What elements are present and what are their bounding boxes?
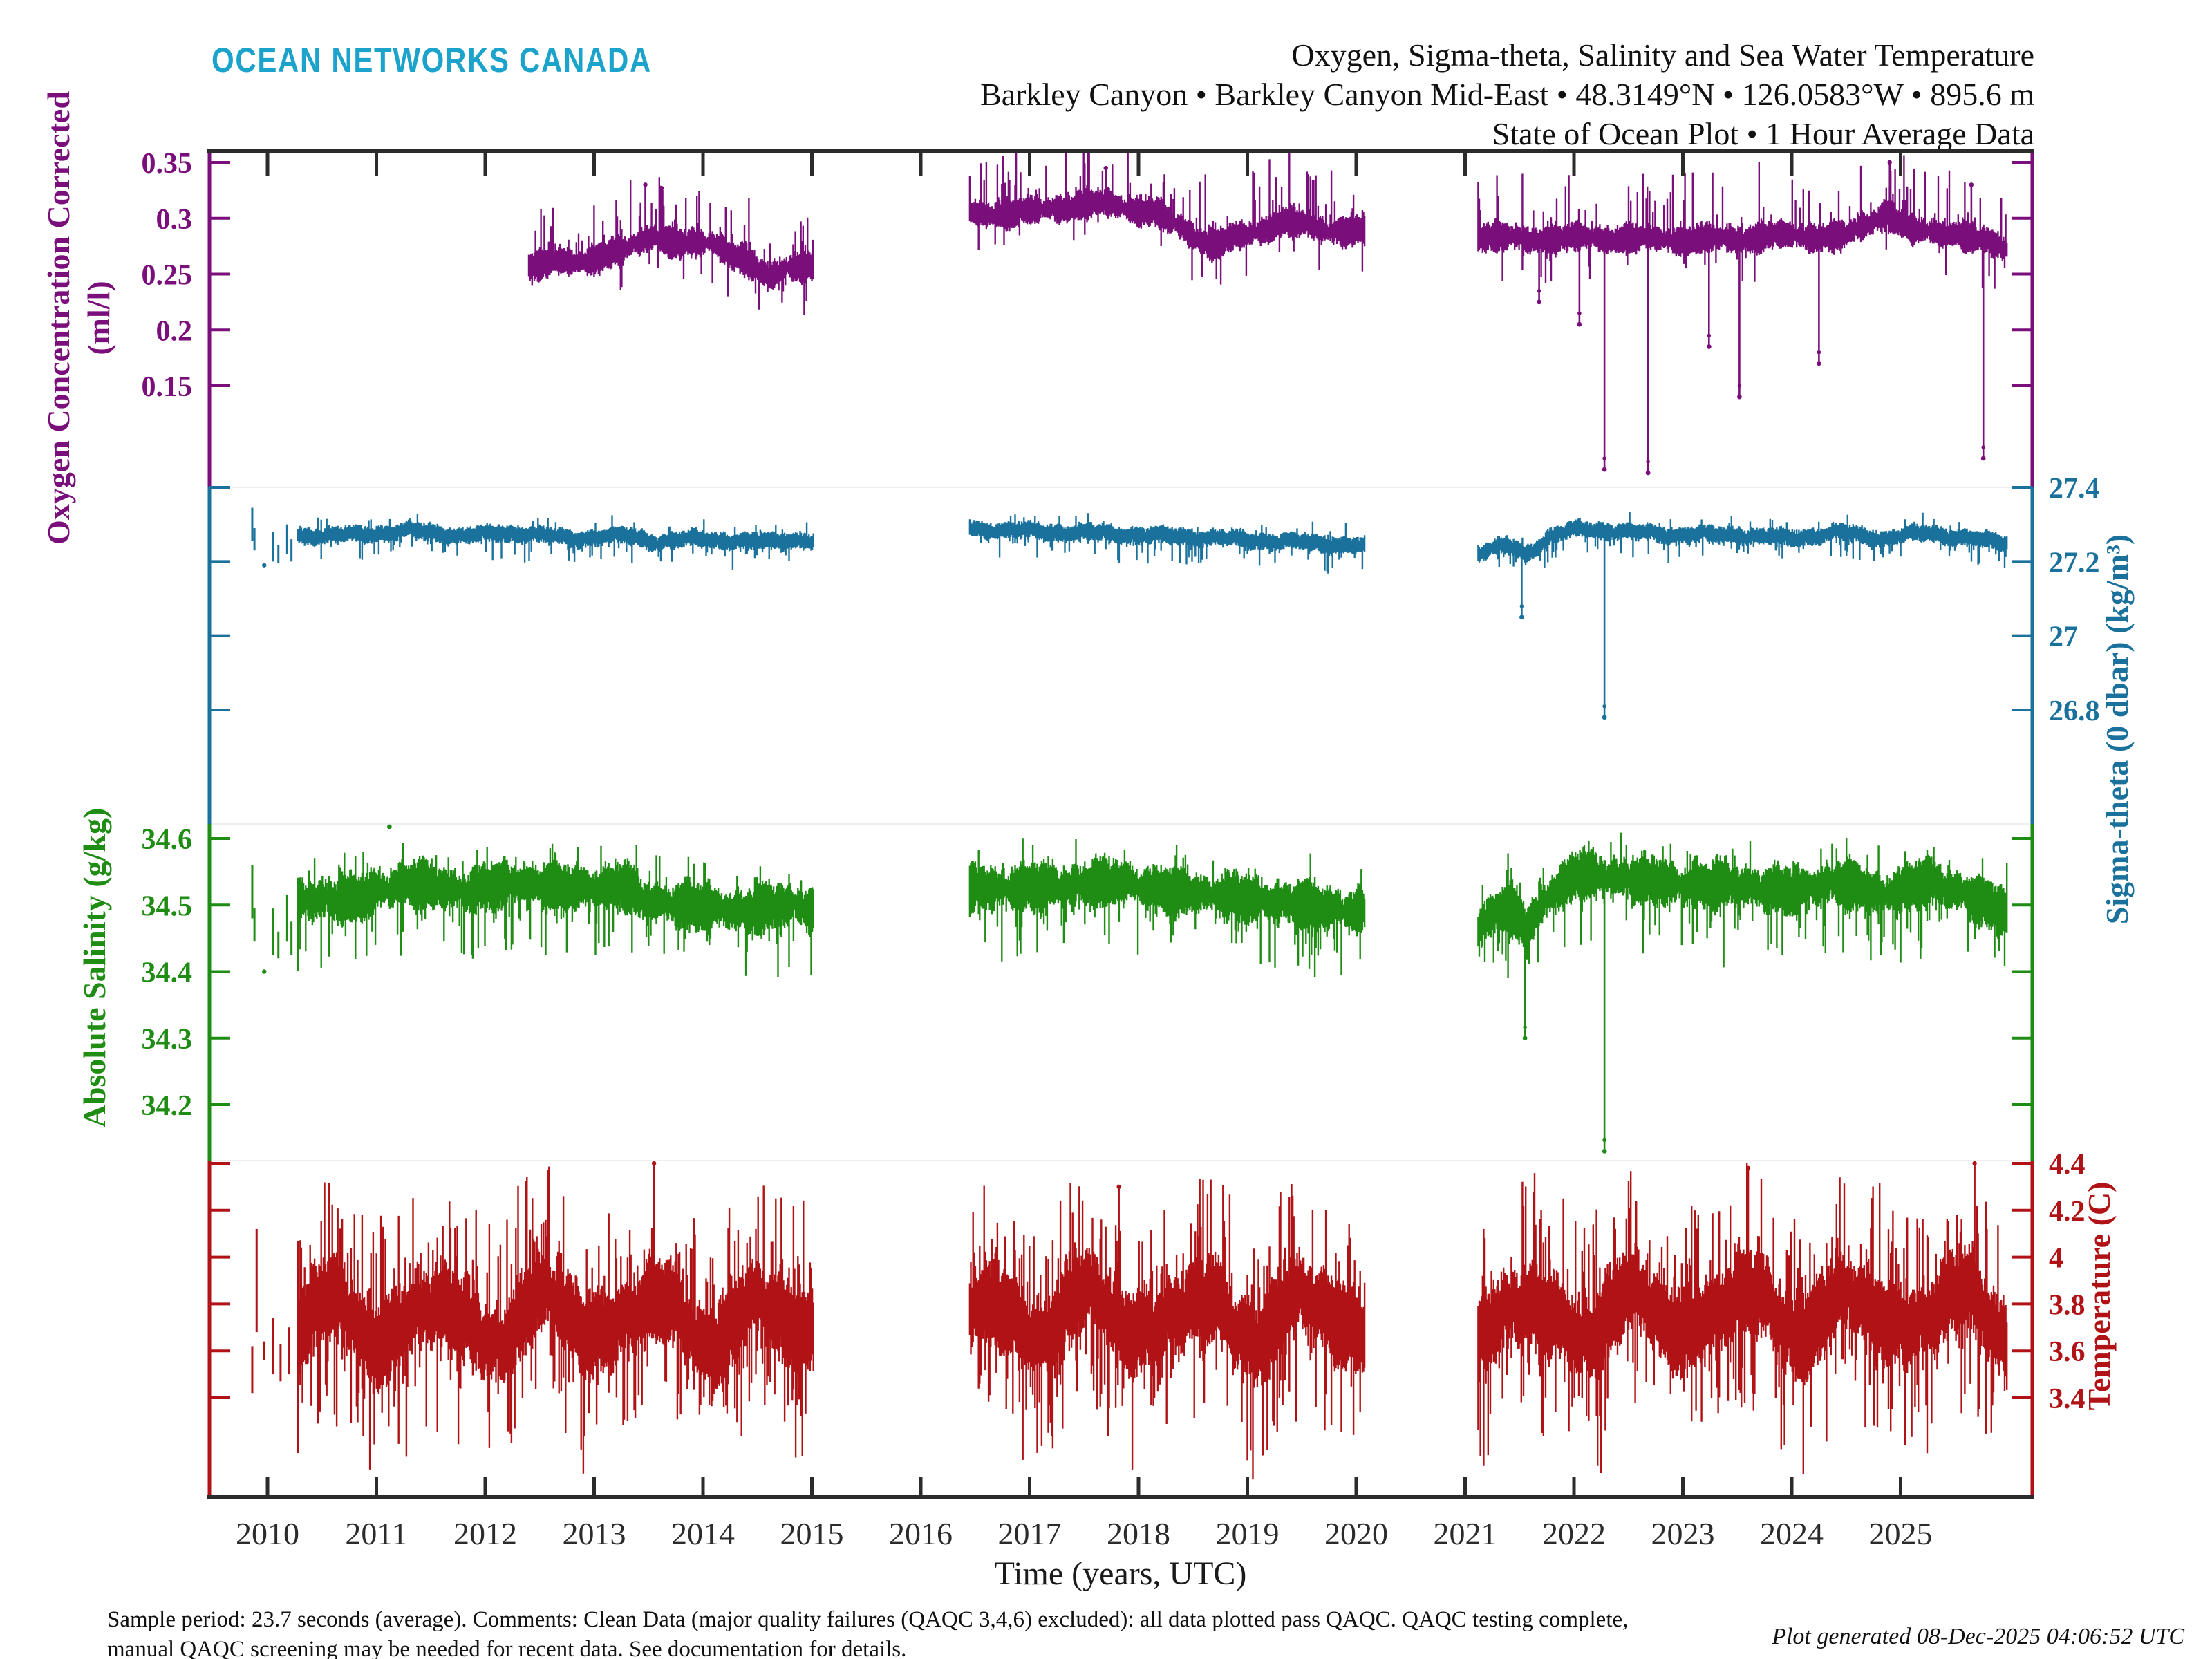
y-tick-label: 34.3 xyxy=(142,1024,193,1056)
x-tick-label: 2017 xyxy=(998,1516,1062,1551)
series-spike-dot xyxy=(387,824,392,830)
x-tick-label: 2023 xyxy=(1651,1516,1715,1551)
x-tick-label: 2013 xyxy=(563,1516,626,1551)
series-band-1 xyxy=(297,512,2008,574)
series-spikes-2 xyxy=(1524,875,1606,1152)
series-spike-dot xyxy=(262,563,267,568)
series-spikes-3 xyxy=(653,1163,1976,1318)
y-tick-label: 26.8 xyxy=(2049,695,2100,727)
y-axis-title: Oxygen Concentration Corrected xyxy=(41,91,76,545)
y-tick-label: 34.2 xyxy=(142,1090,193,1122)
y-tick-label: 34.4 xyxy=(142,957,193,989)
y-tick-label: 3.4 xyxy=(2049,1383,2086,1415)
y-tick-label: 4 xyxy=(2049,1243,2063,1275)
x-tick-label: 2011 xyxy=(345,1516,407,1551)
x-tick-label: 2019 xyxy=(1216,1516,1280,1551)
series-band-0 xyxy=(527,153,2008,315)
onc-logo: OCEAN NETWORKS CANADA xyxy=(212,41,652,79)
footer-generated-timestamp: Plot generated 08-Dec-2025 04:06:52 UTC xyxy=(1771,1624,2184,1649)
series-band-3 xyxy=(297,1163,2008,1480)
x-tick-label: 2021 xyxy=(1434,1516,1497,1551)
chart-title-line2: Barkley Canyon • Barkley Canyon Mid-East… xyxy=(980,77,2034,112)
y-axis-title: Temperature (C) xyxy=(2081,1182,2117,1411)
y-tick-label: 27 xyxy=(2049,621,2078,653)
y-tick-label: 3.8 xyxy=(2049,1289,2086,1321)
x-tick-label: 2016 xyxy=(889,1516,953,1551)
x-tick-label: 2022 xyxy=(1542,1516,1606,1551)
y-tick-label: 3.6 xyxy=(2049,1336,2086,1368)
series-spikes-1 xyxy=(1521,530,1606,718)
footer-comments-line1: Sample period: 23.7 seconds (average). C… xyxy=(107,1607,1628,1632)
axes-layer: 0.35 0.3 0.25 0.2 0.15 27.4 27.2 27 26.8 34.6 34.5… xyxy=(142,148,2100,1551)
data-series-layer xyxy=(251,153,2008,1480)
y-tick-label: 0.3 xyxy=(156,204,193,236)
y-tick-label: 27.4 xyxy=(2049,473,2100,505)
y-tick-label: 27.2 xyxy=(2049,547,2100,579)
y-axis-title: (ml/l) xyxy=(81,281,116,355)
series-band-2 xyxy=(297,832,2008,978)
y-tick-label: 0.35 xyxy=(142,148,193,180)
x-axis-title: Time (years, UTC) xyxy=(995,1555,1247,1592)
x-tick-label: 2025 xyxy=(1869,1516,1933,1551)
y-axis-titles: Oxygen Concentration Corrected (ml/l) Sigm… xyxy=(41,91,2135,1411)
x-tick-label: 2014 xyxy=(671,1516,735,1551)
chart-title-line3: State of Ocean Plot • 1 Hour Average Dat… xyxy=(1492,116,2034,151)
x-tick-label: 2012 xyxy=(453,1516,517,1551)
y-axis-title: Absolute Salinity (g/kg) xyxy=(77,808,112,1128)
x-tick-label: 2020 xyxy=(1324,1516,1388,1551)
x-tick-label: 2010 xyxy=(236,1516,299,1551)
series-spike-dot xyxy=(659,185,664,191)
y-tick-label: 4.4 xyxy=(2049,1149,2086,1181)
y-tick-label: 34.5 xyxy=(142,890,193,922)
y-tick-label: 4.2 xyxy=(2049,1196,2086,1228)
y-tick-label: 0.2 xyxy=(156,315,193,347)
y-tick-label: 0.25 xyxy=(142,260,193,292)
x-tick-label: 2024 xyxy=(1760,1516,1824,1551)
series-spikes-0 xyxy=(644,162,1985,473)
x-tick-label: 2018 xyxy=(1107,1516,1170,1551)
y-axis-title: Sigma-theta (0 dbar) (kg/m³) xyxy=(2099,534,2135,924)
y-tick-label: 0.15 xyxy=(142,371,193,403)
band-separators xyxy=(209,487,2032,1161)
y-tick-label: 34.6 xyxy=(142,824,193,856)
footer-comments-line2: manual QAQC screening may be needed for … xyxy=(107,1637,906,1659)
chart-title-line1: Oxygen, Sigma-theta, Salinity and Sea Wa… xyxy=(1291,37,2034,73)
x-tick-label: 2015 xyxy=(780,1516,844,1551)
series-spike-dot xyxy=(262,969,267,974)
